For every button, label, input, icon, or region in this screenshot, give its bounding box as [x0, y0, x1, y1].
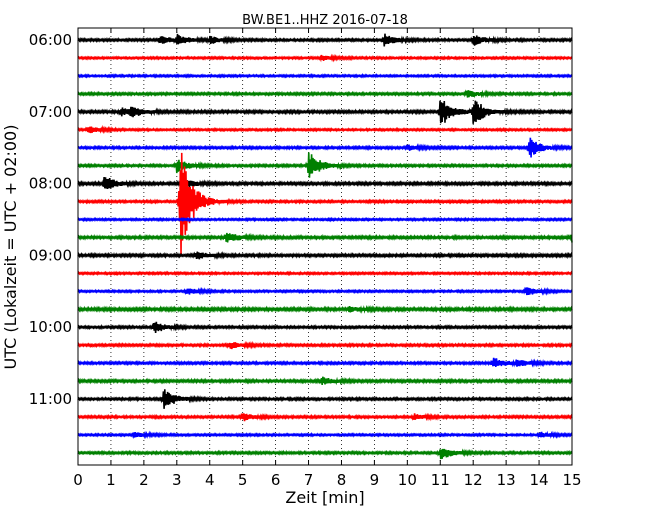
x-tick-label: 1 [106, 471, 116, 489]
trace-line [77, 152, 573, 256]
trace-line [77, 304, 573, 314]
trace-line [77, 33, 573, 47]
x-tick-label: 11 [431, 471, 450, 489]
y-tick-label: 08:00 [29, 175, 72, 193]
x-tick-label: 9 [370, 471, 380, 489]
trace-line [77, 286, 573, 296]
trace-line [77, 100, 573, 124]
trace-line [77, 340, 573, 350]
y-tick-label: 06:00 [29, 31, 72, 49]
y-tick-label: 09:00 [29, 246, 72, 264]
trace-group [77, 33, 573, 460]
trace-line [77, 53, 573, 63]
x-tick-label: 5 [238, 471, 248, 489]
x-axis-label: Zeit [min] [285, 488, 364, 507]
vertical-grid [110, 28, 540, 465]
x-tick-label: 2 [139, 471, 149, 489]
trace-line [77, 177, 573, 189]
trace-line [77, 448, 573, 460]
x-tick-label: 13 [497, 471, 516, 489]
y-tick-label: 11:00 [29, 390, 72, 408]
x-axis-ticks: 0 1 2 3 4 5 6 7 8 9 10 11 12 13 14 15 [73, 28, 582, 489]
trace-line [77, 430, 573, 440]
trace-line [77, 89, 573, 99]
trace-line [77, 250, 573, 260]
x-tick-label: 3 [172, 471, 182, 489]
trace-line [77, 232, 573, 243]
trace-line [77, 124, 573, 135]
x-tick-label: 15 [562, 471, 581, 489]
x-tick-label: 12 [464, 471, 483, 489]
x-tick-label: 10 [398, 471, 417, 489]
x-tick-label: 0 [73, 471, 83, 489]
chart-title: BW.BE1..HHZ 2016-07-18 [242, 13, 408, 28]
trace-line [77, 376, 573, 386]
y-tick-label: 07:00 [29, 103, 72, 121]
plot-frame [77, 27, 573, 466]
x-tick-label: 4 [205, 471, 215, 489]
trace-line [77, 357, 573, 368]
trace-line [77, 321, 573, 334]
trace-line [77, 412, 573, 422]
y-axis-label: UTC (Lokalzeit = UTC + 02:00) [1, 125, 20, 370]
trace-line [77, 216, 573, 223]
trace-line [77, 73, 573, 79]
trace-line [77, 137, 573, 158]
x-tick-label: 7 [304, 471, 314, 489]
trace-line [77, 152, 573, 178]
trace-line [77, 270, 573, 277]
x-tick-label: 8 [337, 471, 347, 489]
y-tick-label: 10:00 [29, 318, 72, 336]
y-axis-ticks: 06:00 07:00 08:00 09:00 10:00 11:00 [29, 31, 572, 408]
trace-line [77, 389, 573, 409]
x-tick-label: 14 [530, 471, 549, 489]
x-tick-label: 6 [271, 471, 281, 489]
